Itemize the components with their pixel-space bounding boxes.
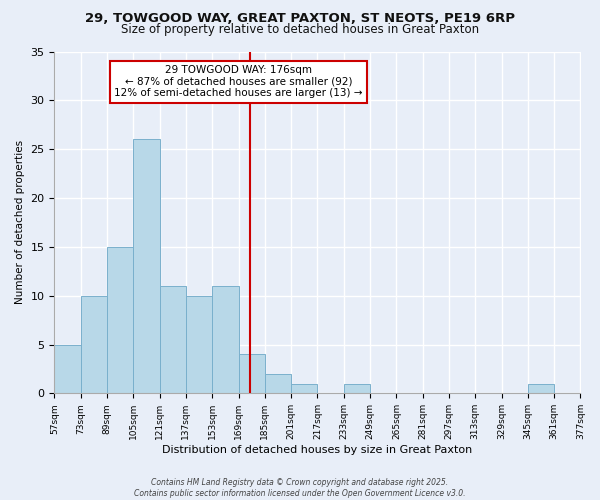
Bar (186, 296, 212, 394)
Y-axis label: Number of detached properties: Number of detached properties (15, 140, 25, 304)
Bar (528, 384, 554, 394)
Text: Size of property relative to detached houses in Great Paxton: Size of property relative to detached ho… (121, 22, 479, 36)
X-axis label: Distribution of detached houses by size in Great Paxton: Distribution of detached houses by size … (163, 445, 473, 455)
Bar (133, 140, 160, 394)
Bar (239, 354, 265, 394)
Bar (81, 296, 107, 394)
Bar (55, 344, 81, 394)
Text: 29, TOWGOOD WAY, GREAT PAXTON, ST NEOTS, PE19 6RP: 29, TOWGOOD WAY, GREAT PAXTON, ST NEOTS,… (85, 12, 515, 26)
Text: Contains HM Land Registry data © Crown copyright and database right 2025.
Contai: Contains HM Land Registry data © Crown c… (134, 478, 466, 498)
Bar (160, 286, 186, 394)
Bar (265, 374, 291, 394)
Text: 29 TOWGOOD WAY: 176sqm
← 87% of detached houses are smaller (92)
12% of semi-det: 29 TOWGOOD WAY: 176sqm ← 87% of detached… (114, 65, 363, 98)
Bar (212, 286, 239, 394)
Bar (344, 384, 370, 394)
Bar (291, 384, 317, 394)
Bar (107, 247, 133, 394)
